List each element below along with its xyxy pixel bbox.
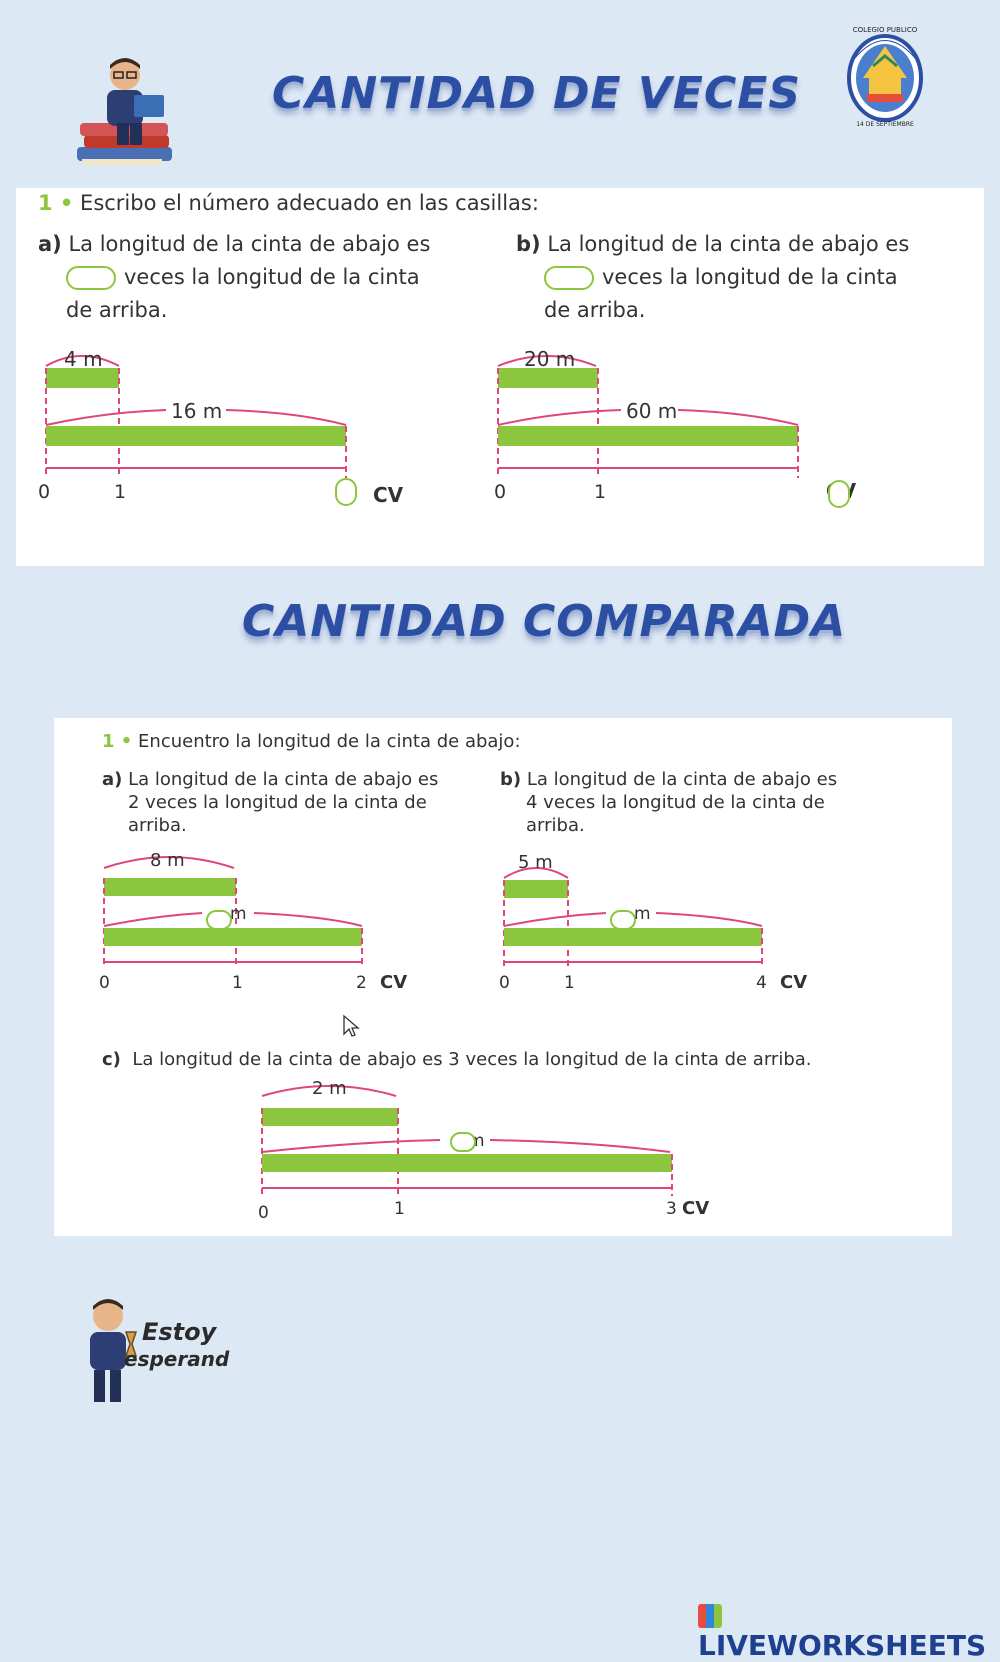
unit-label: m <box>230 904 247 924</box>
tape-diagram-2a: 8 m m 0 1 2 CV <box>99 850 407 993</box>
tape-diagram-a: 4 m 16 m 0 1 CV <box>38 347 404 507</box>
tape-diagram-b: 20 m 60 m 0 1 CV <box>494 347 857 503</box>
tick-0: 0 <box>258 1203 269 1223</box>
exercise-2a-letter: a) <box>102 769 123 790</box>
exercise-2c-text: c) La longitud de la cinta de abajo es 3… <box>102 1048 922 1071</box>
tick-0: 0 <box>38 481 50 503</box>
top-tape <box>104 878 236 896</box>
top-length-label: 5 m <box>518 852 553 873</box>
tape-diagram-2b: 5 m m 0 1 4 CV <box>499 852 807 993</box>
unit-label: m <box>634 904 651 924</box>
exercise-a-line2: veces la longitud de la cinta <box>124 265 420 289</box>
cv-label: CV <box>682 1198 709 1219</box>
tick-0: 0 <box>99 973 110 993</box>
tick-0: 0 <box>494 481 506 503</box>
bottom-tape <box>262 1154 672 1172</box>
exercise-2b-text: b) La longitud de la cinta de abajo es 4… <box>500 768 900 837</box>
waiting-label-2: esperando <box>124 1347 230 1371</box>
exercise-b-text: b) La longitud de la cinta de abajo es v… <box>516 228 976 327</box>
exercise-2b-line1: La longitud de la cinta de abajo es <box>526 769 838 790</box>
top-tape <box>504 880 568 898</box>
brand-name: LIVEWORKSHEETS <box>698 1629 987 1662</box>
top-tape <box>262 1108 398 1126</box>
bottom-tape <box>46 426 346 446</box>
bottom-length-label: 60 m <box>626 399 677 423</box>
cv-label: CV <box>380 972 407 993</box>
bottom-length-label: 16 m <box>171 399 222 423</box>
section1-instruction: 1 • Escribo el número adecuado en las ca… <box>38 191 539 215</box>
exercise-2a-text: a) La longitud de la cinta de abajo es 2… <box>102 768 482 837</box>
cv-label: CV <box>373 483 404 507</box>
exercise-b-letter: b) <box>516 232 541 256</box>
instruction-text: Encuentro la longitud de la cinta de aba… <box>138 731 521 752</box>
exercise-2b-line3: arriba. <box>526 815 585 836</box>
answer-box-b-cv[interactable] <box>828 480 850 508</box>
tick-3: 3 <box>666 1199 677 1219</box>
bottom-tape <box>504 928 762 946</box>
answer-box-2a[interactable] <box>206 910 232 930</box>
exercise-a-text: a) La longitud de la cinta de abajo es v… <box>38 228 478 327</box>
tick-1: 1 <box>232 973 243 993</box>
tick-1: 1 <box>394 1199 405 1219</box>
exercise-2c-line: La longitud de la cinta de abajo es 3 ve… <box>132 1049 812 1070</box>
instruction-number: 1 <box>102 731 115 752</box>
top-tape <box>46 368 119 388</box>
school-logo: COLEGIO PUBLICO 14 DE SEPTIEMBRE <box>845 18 925 130</box>
bottom-tape <box>498 426 798 446</box>
exercise-b-line3: de arriba. <box>544 298 646 322</box>
exercise-2a-line1: La longitud de la cinta de abajo es <box>128 769 439 790</box>
top-length-label: 20 m <box>524 347 575 371</box>
top-length-label: 8 m <box>150 850 185 871</box>
answer-box-a[interactable] <box>66 266 116 290</box>
exercise-a-letter: a) <box>38 232 62 256</box>
exercise-a-line3: de arriba. <box>66 298 168 322</box>
tick-4: 4 <box>756 973 767 993</box>
exercise-2b-letter: b) <box>500 769 522 790</box>
answer-box-2c[interactable] <box>450 1132 476 1152</box>
teacher-reading-avatar <box>72 55 182 175</box>
tick-2: 2 <box>356 973 367 993</box>
liveworksheets-logo: LIVEWORKSHEETS <box>698 1604 1000 1662</box>
answer-box-b[interactable] <box>544 266 594 290</box>
answer-box-2b[interactable] <box>610 910 636 930</box>
waiting-label-1: Estoy <box>142 1318 218 1346</box>
instruction-text: Escribo el número adecuado en las casill… <box>80 191 539 215</box>
title-cantidad-comparada: CANTIDAD COMPARADA <box>242 596 847 647</box>
section1-panel: 1 • Escribo el número adecuado en las ca… <box>16 188 984 566</box>
exercise-2c-letter: c) <box>102 1049 121 1070</box>
tick-1: 1 <box>564 973 575 993</box>
bottom-tape <box>104 928 362 946</box>
tick-1: 1 <box>114 481 126 503</box>
teacher-waiting-avatar: Estoy esperando <box>80 1298 243 1408</box>
exercise-b-line1: La longitud de la cinta de abajo es <box>547 232 910 256</box>
tape-diagram-2c: 2 m m 0 1 3 CV <box>258 1078 709 1223</box>
cv-label: CV <box>780 972 807 993</box>
section2-panel: 1 • Encuentro la longitud de la cinta de… <box>54 718 952 1236</box>
exercise-b-line2: veces la longitud de la cinta <box>602 265 898 289</box>
answer-box-a-cv[interactable] <box>335 478 357 506</box>
school-name-top: COLEGIO PUBLICO <box>853 26 918 34</box>
exercise-2b-line2: 4 veces la longitud de la cinta de <box>526 792 825 813</box>
tick-0: 0 <box>499 973 510 993</box>
top-length-label: 4 m <box>64 347 103 371</box>
top-tape <box>498 368 598 388</box>
school-name-bottom: 14 DE SEPTIEMBRE <box>856 121 914 128</box>
title-cantidad-de-veces: CANTIDAD DE VECES <box>272 68 802 119</box>
exercise-2a-line3: arriba. <box>128 815 187 836</box>
exercise-2a-line2: 2 veces la longitud de la cinta de <box>128 792 427 813</box>
mouse-cursor-icon <box>343 1014 360 1037</box>
brand-icon <box>698 1604 722 1628</box>
section2-instruction: 1 • Encuentro la longitud de la cinta de… <box>102 731 521 752</box>
exercise-a-line1: La longitud de la cinta de abajo es <box>68 232 431 256</box>
tick-1: 1 <box>594 481 606 503</box>
top-length-label: 2 m <box>312 1078 347 1099</box>
instruction-number: 1 <box>38 191 53 215</box>
